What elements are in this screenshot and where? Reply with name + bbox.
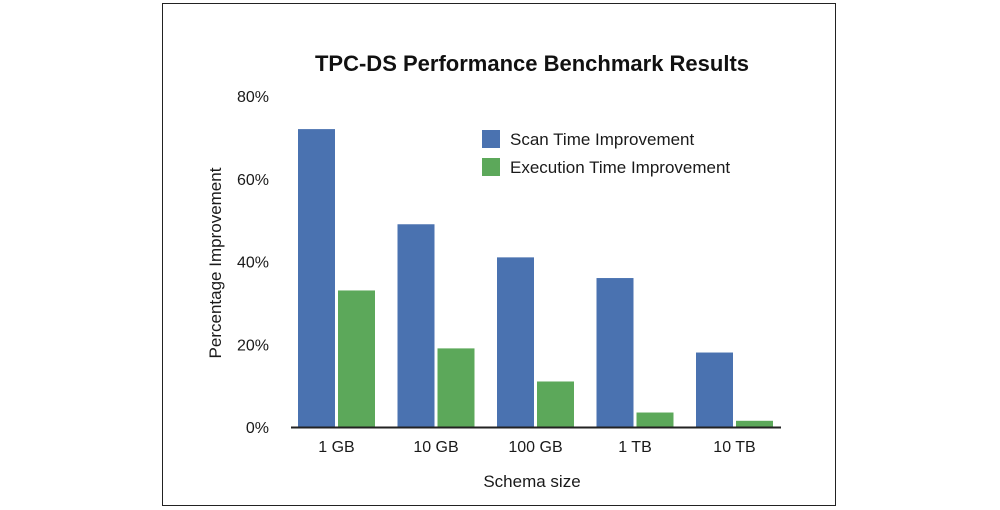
x-tick-label: 1 GB xyxy=(318,439,354,456)
y-axis-label: Percentage Improvement xyxy=(206,167,225,358)
chart-title: TPC-DS Performance Benchmark Results xyxy=(315,51,749,76)
x-tick-label: 10 GB xyxy=(413,439,458,456)
legend-swatch xyxy=(482,158,500,176)
bar-chart: TPC-DS Performance Benchmark Results Per… xyxy=(206,51,781,491)
bar-scan-100gb xyxy=(497,257,534,427)
bar-execution-10gb xyxy=(437,348,475,427)
legend-swatch xyxy=(482,130,500,148)
x-tick-label: 1 TB xyxy=(618,439,652,456)
legend: Scan Time Improvement Execution Time Impr… xyxy=(482,130,730,177)
bar-scan-1tb xyxy=(596,278,634,427)
y-tick-label: 40% xyxy=(237,255,269,272)
bar-scan-10tb xyxy=(696,352,733,427)
y-tick-label: 0% xyxy=(246,420,269,437)
y-tick-label: 20% xyxy=(237,337,269,354)
x-tick-label: 100 GB xyxy=(508,439,562,456)
bar-scan-10gb xyxy=(397,224,435,427)
x-axis-label: Schema size xyxy=(483,472,580,491)
y-tick-label: 80% xyxy=(237,89,269,106)
bar-scan-1gb xyxy=(298,129,335,427)
legend-label: Execution Time Improvement xyxy=(510,158,730,177)
legend-label: Scan Time Improvement xyxy=(510,130,695,149)
chart-frame: TPC-DS Performance Benchmark Results Per… xyxy=(162,3,836,506)
y-tick-label: 60% xyxy=(237,172,269,189)
bar-execution-10tb xyxy=(736,420,773,427)
bar-execution-100gb xyxy=(537,381,574,427)
y-axis-ticks: 0% 20% 40% 60% 80% xyxy=(237,89,269,437)
x-tick-label: 10 TB xyxy=(713,439,755,456)
bar-execution-1tb xyxy=(636,412,674,427)
bar-execution-1gb xyxy=(338,290,375,427)
x-axis-ticks: 1 GB 10 GB 100 GB 1 TB 10 TB xyxy=(318,439,755,456)
bars-group xyxy=(298,129,773,427)
